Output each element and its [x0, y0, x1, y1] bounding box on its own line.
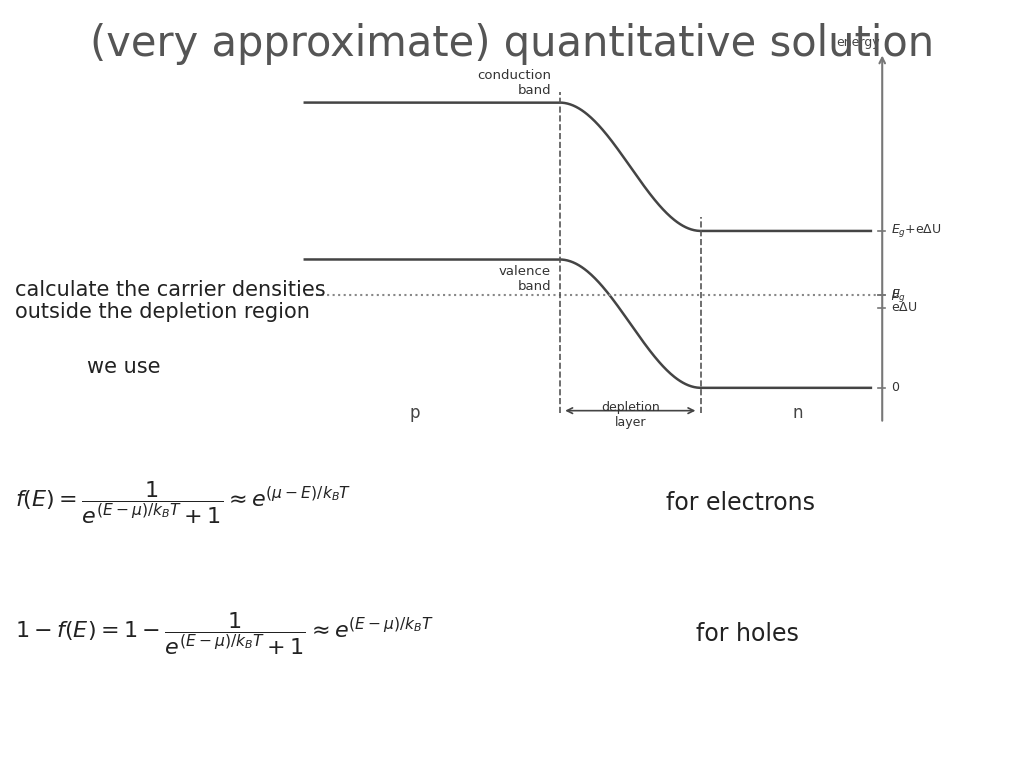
- Text: p: p: [410, 403, 421, 422]
- Text: $f(E) = \dfrac{1}{e^{(E-\mu)/k_BT}+1} \approx e^{(\mu-E)/k_BT}$: $f(E) = \dfrac{1}{e^{(E-\mu)/k_BT}+1} \a…: [15, 480, 352, 526]
- Text: energy: energy: [836, 36, 880, 49]
- Text: $E_g$: $E_g$: [891, 286, 906, 303]
- Text: valence
band: valence band: [499, 265, 551, 293]
- Text: $\mu$: $\mu$: [891, 288, 900, 302]
- Text: conduction
band: conduction band: [477, 69, 551, 97]
- Text: for electrons: for electrons: [666, 491, 815, 515]
- Text: $1-f(E) = 1 - \dfrac{1}{e^{(E-\mu)/k_BT}+1} \approx e^{(E-\mu)/k_BT}$: $1-f(E) = 1 - \dfrac{1}{e^{(E-\mu)/k_BT}…: [15, 611, 435, 657]
- Text: e$\Delta$U: e$\Delta$U: [891, 302, 918, 314]
- Text: calculate the carrier densities: calculate the carrier densities: [15, 280, 326, 300]
- Text: depletion
layer: depletion layer: [601, 401, 659, 429]
- Text: outside the depletion region: outside the depletion region: [15, 302, 310, 322]
- Text: $0$: $0$: [891, 382, 900, 394]
- Text: n: n: [792, 403, 803, 422]
- Text: $E_g$+e$\Delta$U: $E_g$+e$\Delta$U: [891, 223, 941, 240]
- Text: (very approximate) quantitative solution: (very approximate) quantitative solution: [90, 23, 934, 65]
- Text: for holes: for holes: [696, 621, 799, 646]
- Text: we use: we use: [87, 357, 161, 377]
